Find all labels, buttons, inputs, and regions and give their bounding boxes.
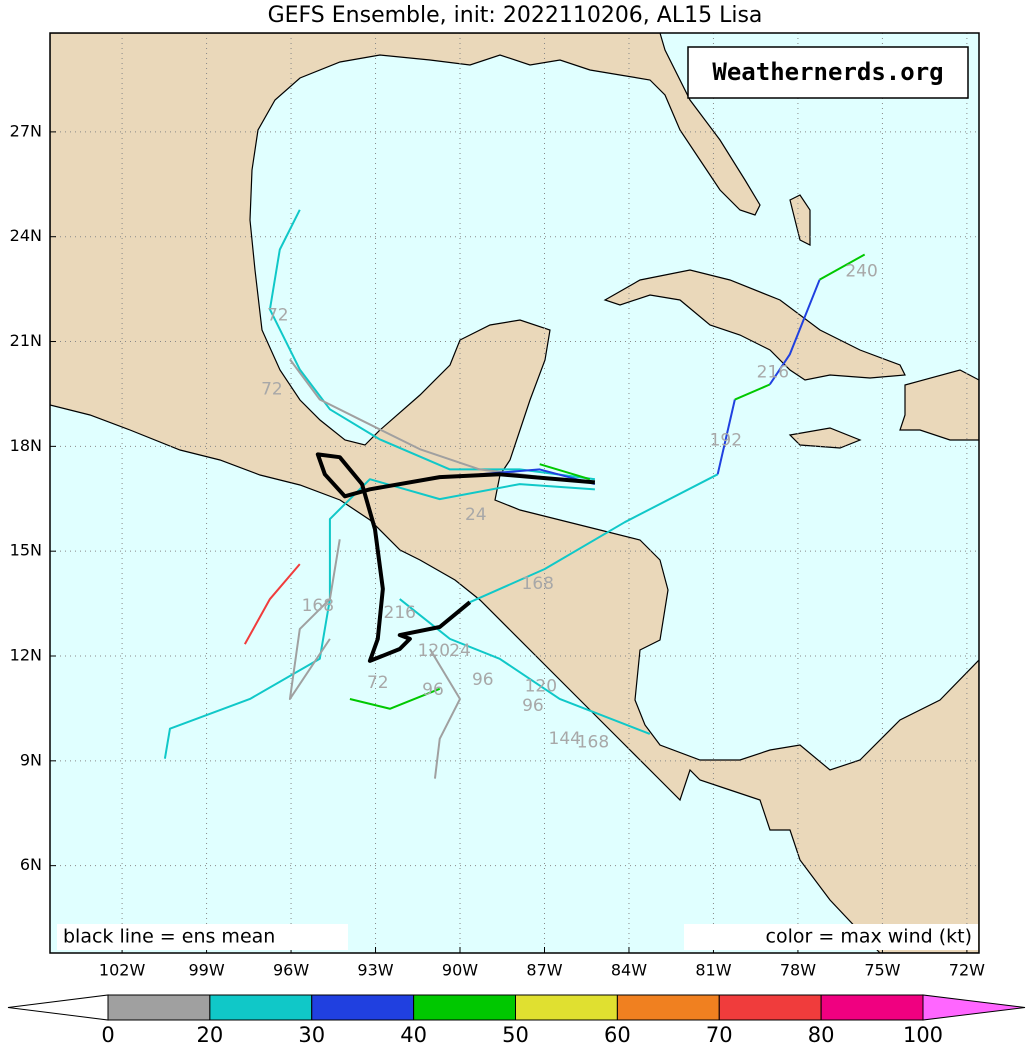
lat-tick-label: 9N (20, 750, 42, 769)
colorbar-label: 60 (604, 1023, 631, 1047)
member-track (243, 563, 301, 645)
member-track (289, 358, 560, 481)
hispaniola (899, 369, 979, 441)
member-track (716, 399, 736, 475)
forecast-hour-label: 24 (465, 505, 487, 525)
colorbar-label: 50 (502, 1023, 529, 1047)
member-track (268, 209, 596, 481)
colorbar-label: 70 (706, 1023, 733, 1047)
colorbar-label: 30 (298, 1023, 325, 1047)
member-track (469, 473, 719, 604)
colorbar-label: 0 (101, 1023, 114, 1047)
land (50, 33, 979, 953)
lon-tick-label: 102W (99, 961, 146, 980)
watermark: Weathernerds.org (712, 58, 943, 86)
lon-tick-label: 93W (357, 961, 393, 980)
legend-right-box (684, 924, 978, 950)
forecast-hour-label: 96 (522, 696, 544, 716)
watermark-box (687, 46, 969, 99)
member-track (288, 539, 341, 700)
member-track (163, 478, 595, 759)
colorbar-segment (107, 994, 211, 1021)
forecast-hour-label: 216 (384, 603, 416, 623)
forecast-hour-label: 240 (845, 262, 877, 282)
lon-tick-label: 78W (780, 961, 816, 980)
forecast-hour-label: 120 (525, 677, 557, 697)
member-track (349, 687, 441, 710)
colorbar-segment (718, 994, 822, 1021)
forecast-hour-label: 72 (367, 673, 389, 693)
colorbar-label: 40 (400, 1023, 427, 1047)
member-track (768, 279, 821, 386)
forecast-hour-label: 216 (757, 362, 789, 382)
grid: 102W 99W 96W 93W 90W 87W 84W 81W 78W 75W 72W 6N 9N 12… (10, 33, 985, 980)
title: GEFS Ensemble, init: 2022110206, AL15 Li… (268, 3, 763, 28)
forecast-hour-label: 72 (267, 306, 289, 326)
lon-tick-label: 96W (273, 961, 309, 980)
lon-tick-label: 87W (526, 961, 562, 980)
lat-tick-label: 24N (10, 226, 42, 245)
colorbar-over (922, 994, 1026, 1021)
lat-tick-label: 6N (20, 855, 42, 874)
lon-tick-label: 84W (611, 961, 647, 980)
forecast-hour-label: 144 (549, 729, 581, 749)
lon-tick-label: 99W (188, 961, 224, 980)
lon-tick-label: 72W (949, 961, 985, 980)
lat-tick-label: 27N (10, 121, 42, 140)
colorbar-label: 100 (903, 1023, 943, 1047)
lat-tick-label: 21N (10, 331, 42, 350)
member-track (429, 648, 462, 779)
lat-tick-label: 18N (10, 436, 42, 455)
forecast-hour-label: 168 (302, 596, 334, 616)
forecast-hour-label: 120 (418, 641, 450, 661)
colorbar: 0 20 30 40 50 60 70 80 100 (7, 994, 1026, 1047)
lat-tick-label: 15N (10, 541, 42, 560)
forecast-hour-label: 96 (472, 670, 494, 690)
forecast-hour-label: 24 (449, 641, 471, 661)
lat-tick-label: 12N (10, 646, 42, 665)
legend-right: color = max wind (kt) (766, 926, 972, 948)
forecast-hour-label: 168 (577, 733, 609, 753)
member-track (819, 253, 866, 281)
colorbar-segment (209, 994, 313, 1021)
colorbar-segment (311, 994, 415, 1021)
member-track (539, 463, 591, 481)
legend-left-box (57, 924, 348, 950)
colorbar-segment (515, 994, 618, 1021)
lon-tick-label: 75W (864, 961, 900, 980)
legend-left: black line = ens mean (63, 926, 275, 948)
colorbar-label: 20 (197, 1023, 224, 1047)
colorbar-under (7, 994, 109, 1021)
ensemble-mean-track (315, 452, 596, 663)
colorbar-segment (820, 994, 924, 1021)
member-track (399, 598, 651, 735)
frame (49, 32, 980, 954)
cuba (603, 269, 906, 381)
forecast-hour-label: 168 (522, 574, 554, 594)
colorbar-label: 80 (808, 1023, 835, 1047)
lon-tick-label: 90W (442, 961, 478, 980)
lon-tick-label: 81W (695, 961, 731, 980)
member-track (734, 383, 771, 401)
colorbar-segment (616, 994, 720, 1021)
colorbar-segment (413, 994, 516, 1021)
forecast-hour-label: 192 (710, 430, 742, 450)
mainland (50, 33, 979, 953)
forecast-hour-label: 96 (422, 680, 444, 700)
forecast-hour-label: 72 (261, 379, 283, 399)
